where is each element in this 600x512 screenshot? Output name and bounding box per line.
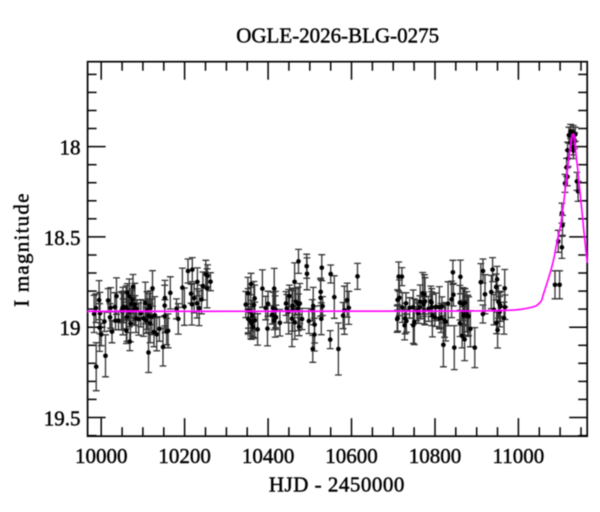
svg-text:10600: 10600 — [325, 444, 378, 468]
svg-text:18.5: 18.5 — [44, 226, 81, 250]
svg-text:10800: 10800 — [409, 444, 462, 468]
svg-text:HJD - 2450000: HJD - 2450000 — [269, 473, 405, 497]
svg-text:OGLE-2026-BLG-0275: OGLE-2026-BLG-0275 — [236, 23, 439, 47]
svg-text:11000: 11000 — [493, 444, 545, 468]
svg-text:10200: 10200 — [158, 444, 211, 468]
svg-text:I magnitude: I magnitude — [9, 192, 33, 307]
svg-text:19: 19 — [60, 316, 81, 340]
svg-text:10000: 10000 — [75, 444, 128, 468]
svg-text:10400: 10400 — [242, 444, 295, 468]
svg-text:18: 18 — [60, 136, 81, 160]
svg-text:19.5: 19.5 — [44, 407, 81, 431]
